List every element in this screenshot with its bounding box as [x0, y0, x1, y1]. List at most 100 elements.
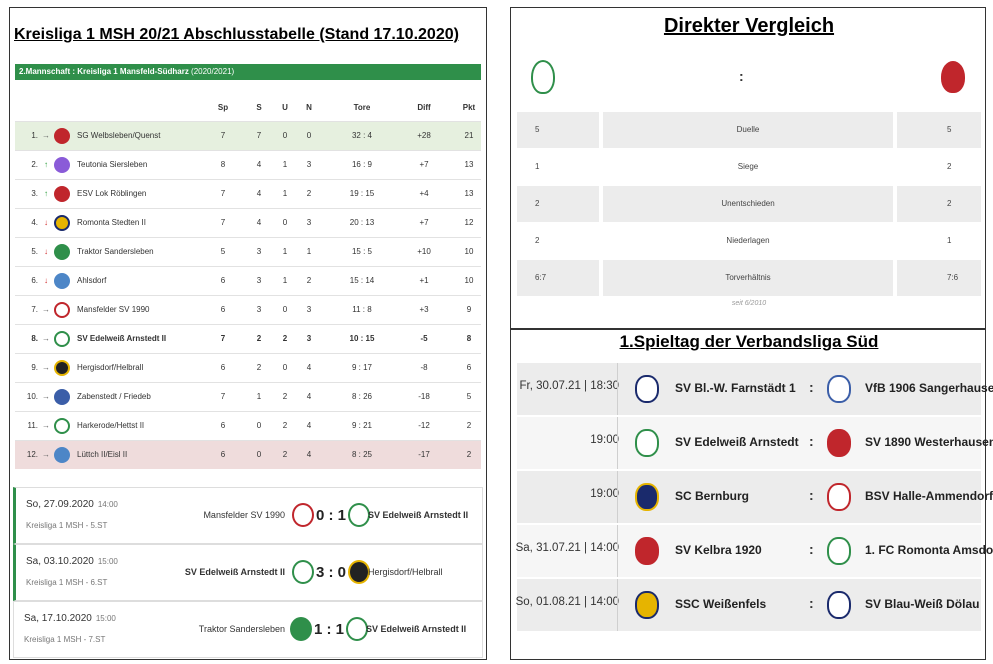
right-value: 5 [897, 112, 981, 148]
pkt: 8 [466, 334, 472, 343]
table-row[interactable]: 6. ↓ Ahlsdorf 6 3 1 2 15 : 14 +1 10 [15, 266, 481, 295]
fixture-separator: : [809, 487, 814, 503]
divider [617, 579, 618, 631]
pkt: 5 [466, 392, 472, 401]
away-team[interactable]: Hergisdorf/Helbrall [368, 567, 443, 577]
fixture-row[interactable]: 19:00 SV Edelweiß Arnstedt : SV 1890 Wes… [517, 417, 993, 469]
away-team[interactable]: BSV Halle-Ammendorf [865, 489, 993, 503]
league-header-bar[interactable]: 2.Mannschaft : Kreisliga 1 Mansfeld-Südh… [15, 64, 481, 80]
away-team[interactable]: SV Edelweiß Arnstedt II [368, 510, 469, 520]
home-team[interactable]: SV Bl.-W. Farnstädt 1 [675, 381, 796, 395]
s: 1 [256, 392, 262, 401]
fixture-datetime: 19:00 [590, 488, 619, 500]
pkt: 13 [464, 160, 474, 169]
away-team[interactable]: SV 1890 Westerhausen [865, 435, 993, 449]
team-name[interactable]: Zabenstedt / Friedeb [77, 392, 151, 401]
s: 4 [256, 160, 262, 169]
fixture-row[interactable]: So, 01.08.21 | 14:00 SSC Weißenfels : SV… [515, 579, 981, 631]
trend-arrow-icon: ↓ [44, 218, 48, 227]
match-card[interactable]: So, 27.09.2020 14:00 Kreisliga 1 MSH - 5.… [13, 487, 483, 544]
table-row[interactable]: 2. ↑ Teutonia Siersleben 8 4 1 3 16 : 9 … [15, 150, 481, 179]
match-card[interactable]: Sa, 03.10.2020 15:00 Kreisliga 1 MSH - 6.… [13, 544, 483, 601]
team-name[interactable]: ESV Lok Röblingen [77, 189, 147, 198]
pkt: 12 [464, 218, 474, 227]
fixture-separator: : [809, 595, 814, 611]
team-name[interactable]: Lüttch II/Eisl II [77, 450, 128, 459]
table-row[interactable]: 10. → Zabenstedt / Friedeb 7 1 2 4 8 : 2… [15, 382, 481, 411]
diff: -18 [418, 392, 430, 401]
team-name[interactable]: Mansfelder SV 1990 [77, 305, 150, 314]
s: 2 [256, 334, 262, 343]
home-team[interactable]: SV Edelweiß Arnstedt [675, 435, 799, 449]
fixture-row[interactable]: 19:00 SC Bernburg : BSV Halle-Ammendorf [517, 471, 993, 523]
home-team[interactable]: SV Edelweiß Arnstedt II [184, 567, 285, 577]
tore: 9 : 21 [351, 421, 372, 430]
fixture-row[interactable]: Fr, 30.07.21 | 18:30 SV Bl.-W. Farnstädt… [517, 363, 993, 415]
away-team[interactable]: VfB 1906 Sangerhausen [865, 381, 993, 395]
tore: 16 : 9 [351, 160, 372, 169]
left-value: 5 [517, 112, 599, 148]
away-team[interactable]: SV Blau-Weiß Dölau [865, 597, 980, 611]
team-name[interactable]: Romonta Stedten II [77, 218, 146, 227]
tore: 20 : 13 [349, 218, 375, 227]
team-name[interactable]: Ahlsdorf [77, 276, 107, 285]
right-value: 2 [947, 162, 952, 171]
away-club-crest-icon [941, 61, 965, 93]
comparison-title: Direkter Vergleich [663, 15, 835, 37]
club-logo-icon [54, 215, 70, 231]
team-name[interactable]: SV Edelweiß Arnstedt II [77, 334, 167, 343]
table-row[interactable]: 4. ↓ Romonta Stedten II 7 4 0 3 20 : 13 … [15, 208, 481, 237]
rank: 10. [26, 392, 38, 401]
divider [617, 417, 618, 469]
home-team[interactable]: SSC Weißenfels [675, 597, 767, 611]
table-row[interactable]: 11. → Harkerode/Hettst II 6 0 2 4 9 : 21… [15, 411, 481, 440]
club-logo-icon [54, 302, 70, 318]
team-name[interactable]: Harkerode/Hettst II [77, 421, 145, 430]
table-row[interactable]: 8. → SV Edelweiß Arnstedt II 7 2 2 3 10 … [15, 324, 481, 353]
home-team[interactable]: SC Bernburg [675, 489, 750, 503]
u: 0 [282, 131, 288, 140]
team-name[interactable]: Hergisdorf/Helbrall [77, 363, 144, 372]
team-name[interactable]: Teutonia Siersleben [77, 160, 148, 169]
trend-arrow-icon: → [42, 131, 50, 140]
team-name[interactable]: SG Welbsleben/Quenst [77, 131, 161, 140]
right-value: 7:6 [897, 260, 981, 296]
diff: +3 [419, 305, 429, 314]
stat-label: Torverhältnis [603, 260, 893, 296]
rank: 8. [31, 334, 38, 343]
left-value: 2 [517, 186, 599, 222]
fixture-separator: : [809, 433, 814, 449]
team-name[interactable]: Traktor Sandersleben [77, 247, 154, 256]
match-score: 3 : 0 [316, 564, 347, 581]
match-card[interactable]: Sa, 17.10.2020 15:00 Kreisliga 1 MSH - 7.… [13, 601, 483, 658]
fixture-datetime: So, 01.08.21 | 14:00 [515, 596, 619, 608]
rank: 7. [31, 305, 38, 314]
away-team[interactable]: SV Edelweiß Arnstedt II [366, 624, 467, 634]
home-team[interactable]: Traktor Sandersleben [198, 624, 285, 634]
away-team[interactable]: 1. FC Romonta Amsdorf [865, 543, 993, 557]
n: 3 [306, 218, 312, 227]
diff: +4 [419, 189, 429, 198]
table-row[interactable]: 7. → Mansfelder SV 1990 6 3 0 3 11 : 8 +… [15, 295, 481, 324]
u: 1 [282, 276, 288, 285]
table-row[interactable]: 3. ↑ ESV Lok Röblingen 7 4 1 2 19 : 15 +… [15, 179, 481, 208]
matchday-panel: 1.Spieltag der Verbandsliga Süd Fr, 30.0… [510, 329, 993, 660]
table-row[interactable]: 12. → Lüttch II/Eisl II 6 0 2 4 8 : 25 -… [15, 440, 481, 469]
table-row[interactable]: 5. ↓ Traktor Sandersleben 5 3 1 1 15 : 5… [15, 237, 481, 266]
fixture-row[interactable]: Sa, 31.07.21 | 14:00 SV Kelbra 1920 : 1.… [516, 525, 993, 577]
left-value: 2 [535, 236, 540, 245]
sp: 8 [220, 160, 226, 169]
tore: 8 : 26 [351, 392, 372, 401]
club-logo-icon [54, 331, 70, 347]
s: 4 [256, 189, 262, 198]
u: 0 [282, 305, 288, 314]
table-row[interactable]: 9. → Hergisdorf/Helbrall 6 2 0 4 9 : 17 … [15, 353, 481, 382]
home-team[interactable]: SV Kelbra 1920 [675, 543, 762, 557]
table-row[interactable]: 1. → SG Welbsleben/Quenst 7 7 0 0 32 : 4… [15, 121, 481, 150]
home-team[interactable]: Mansfelder SV 1990 [203, 510, 285, 520]
comparison-row: 5 Duelle 5 [517, 112, 981, 148]
club-logo-icon [54, 186, 70, 202]
comparison-row: 6:7 Torverhältnis 7:6 [517, 260, 981, 296]
matchday-title: 1.Spieltag der Verbandsliga Süd [619, 332, 879, 351]
club-logo-icon [54, 157, 70, 173]
